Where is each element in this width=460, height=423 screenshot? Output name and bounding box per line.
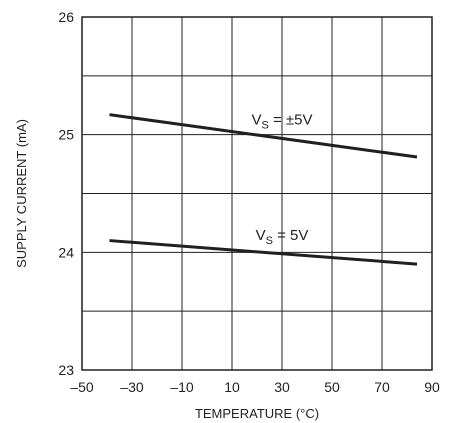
series-line xyxy=(109,113,418,159)
x-tick-label: 70 xyxy=(374,379,390,395)
grid-layer xyxy=(82,17,432,370)
y-tick-label: 26 xyxy=(58,9,74,25)
x-tick-label: –50 xyxy=(70,379,94,395)
x-tick-label: 90 xyxy=(424,379,440,395)
y-tick-label: 23 xyxy=(58,362,74,378)
series-annotation: VS = 5V xyxy=(256,227,309,247)
series-annotation-layer: VS = ±5V VS = 5V xyxy=(251,111,312,246)
y-axis-label: SUPPLY CURRENT (mA) xyxy=(14,119,29,268)
x-tick-label: –30 xyxy=(120,379,144,395)
y-tick-label: 24 xyxy=(58,244,74,260)
x-tick-label: 30 xyxy=(274,379,290,395)
y-tick-label: 25 xyxy=(58,127,74,143)
x-tick-label: 10 xyxy=(224,379,240,395)
series-annotation: VS = ±5V xyxy=(251,111,312,131)
series-layer xyxy=(109,113,418,266)
tick-label-layer: –50 –30 –10 10 30 50 70 90 23 24 25 26 xyxy=(58,9,440,395)
x-axis-label: TEMPERATURE (°C) xyxy=(195,406,319,421)
x-tick-label: 50 xyxy=(324,379,340,395)
series-line xyxy=(109,239,418,266)
plot-frame xyxy=(81,16,433,371)
x-tick-label: –10 xyxy=(170,379,194,395)
